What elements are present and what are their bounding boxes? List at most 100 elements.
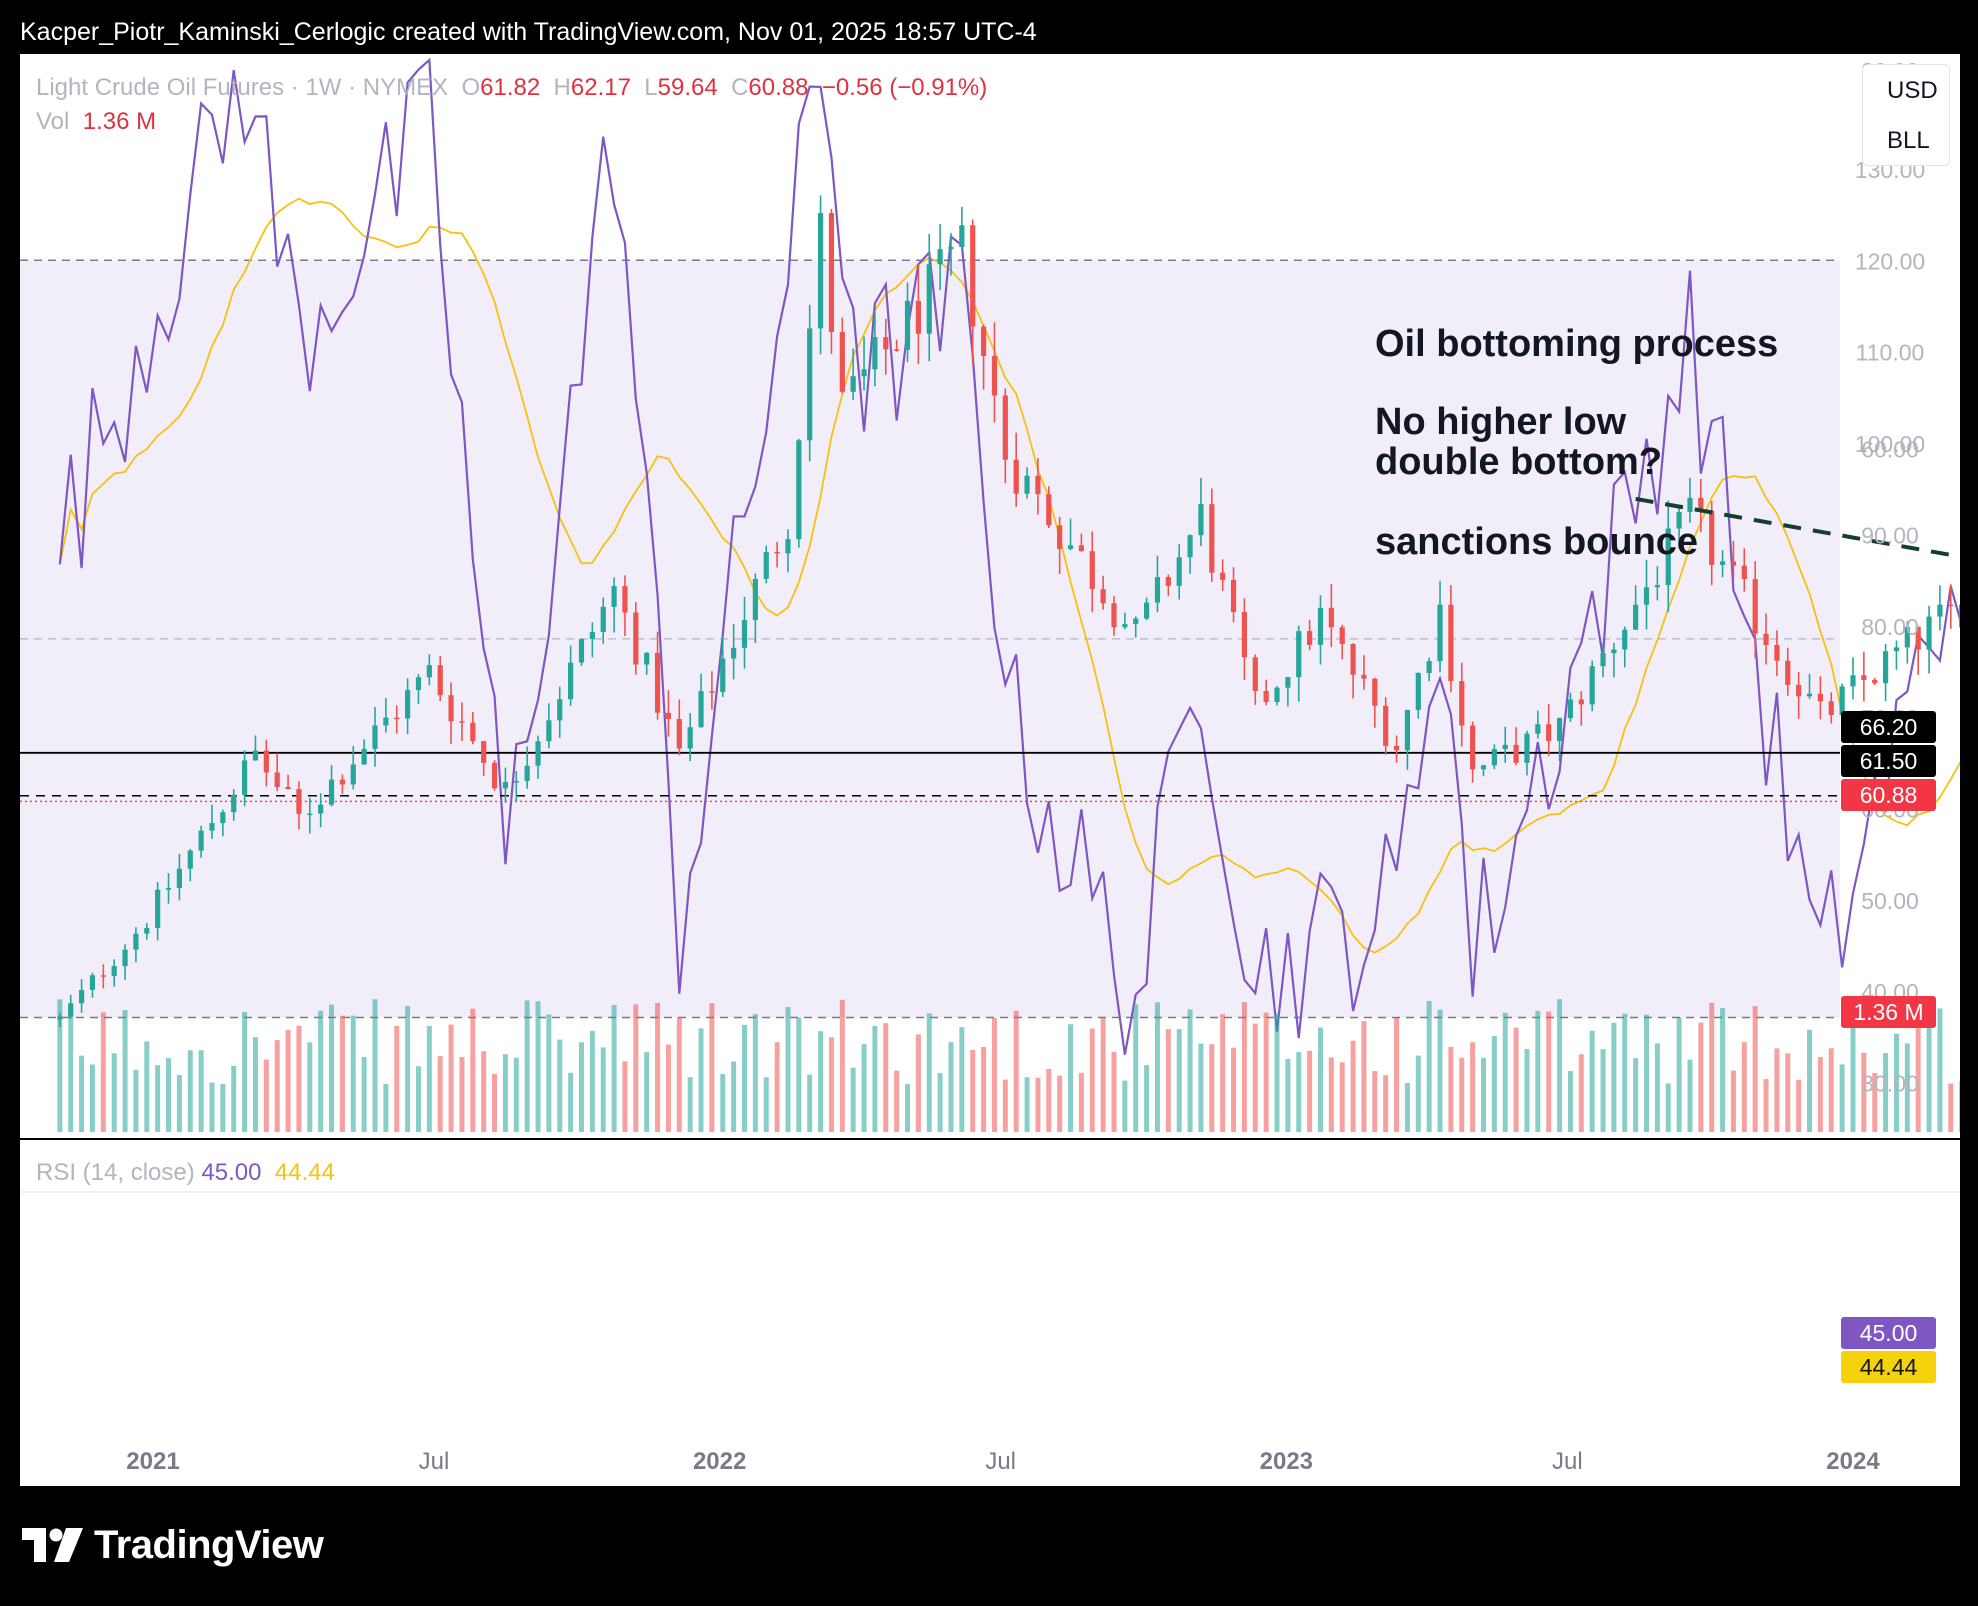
candle-body: [1285, 677, 1291, 688]
volume-bar: [600, 1047, 606, 1132]
candle-body: [1828, 701, 1834, 716]
volume-bar: [1915, 1023, 1921, 1132]
volume-bar: [1687, 1059, 1693, 1132]
candle-body: [904, 300, 911, 350]
price-axis-label: 120.00: [1855, 248, 1925, 274]
volume-bar: [557, 1039, 563, 1132]
change-value: −0.56 (−0.91%): [821, 74, 988, 101]
candle-body: [1144, 602, 1150, 619]
volume-bar: [502, 1054, 508, 1132]
volume-bar: [1144, 1065, 1150, 1132]
volume-bar: [1567, 1071, 1573, 1132]
candle-body: [850, 376, 856, 392]
rsi-axis-label: 60.00: [1861, 437, 1919, 463]
candle-body: [1480, 765, 1487, 770]
annotation-sanctions: sanctions bounce: [1375, 521, 1699, 563]
candle-body: [817, 213, 824, 329]
volume-bar: [405, 1005, 411, 1132]
candle-body: [263, 750, 269, 773]
unit-label[interactable]: BLL: [1887, 127, 1930, 154]
candle-body: [1567, 699, 1574, 719]
candle-body: [1415, 672, 1421, 710]
volume-bar: [1709, 1002, 1715, 1132]
candle-body: [1948, 604, 1954, 607]
candle-body: [1785, 660, 1791, 685]
volume-bar: [1111, 1051, 1117, 1132]
volume-bar: [1002, 1079, 1008, 1132]
volume-bar: [1535, 1010, 1541, 1132]
volume-bar: [198, 1050, 204, 1132]
candle-body: [709, 691, 715, 693]
candle-body: [1404, 709, 1411, 751]
candle-body: [220, 812, 226, 824]
candle-body: [1187, 535, 1193, 558]
volume-bar: [1872, 1072, 1878, 1132]
volume-bar: [1937, 1008, 1943, 1132]
candle-body: [752, 578, 758, 621]
candle-body: [1111, 603, 1117, 628]
volume-bar: [1741, 1042, 1747, 1132]
volume-bar: [285, 1029, 291, 1132]
candle-body: [1709, 510, 1715, 565]
volume-bar: [578, 1042, 584, 1132]
candle-body: [1317, 607, 1324, 645]
volume-bar: [1959, 1081, 1960, 1132]
candle-body: [622, 586, 628, 613]
volume-bar: [350, 1015, 356, 1132]
rsi-ma-line: [58, 197, 1960, 954]
volume-bar: [655, 1002, 661, 1132]
candle-body: [1035, 475, 1041, 495]
candle-body: [1513, 744, 1519, 763]
volume-bar: [1828, 1048, 1834, 1132]
candle-body: [68, 1003, 74, 1017]
candle-body: [1393, 745, 1400, 751]
candle-body: [861, 369, 867, 377]
candle-body: [1926, 616, 1932, 650]
volume-bar: [133, 1069, 139, 1132]
candle-body: [1470, 725, 1476, 770]
chart-area[interactable]: 130.00120.00110.00100.0090.0080.0070.006…: [20, 54, 1960, 1486]
volume-bar: [1589, 1030, 1595, 1132]
currency-unit-selector[interactable]: USD BLL: [1862, 64, 1950, 166]
volume-bar: [1122, 1080, 1128, 1132]
volume-bar: [1491, 1036, 1497, 1132]
candle-body: [1752, 579, 1758, 634]
price-chart[interactable]: 130.00120.00110.00100.0090.0080.0070.006…: [20, 54, 1960, 1486]
volume-bar: [1513, 1027, 1519, 1132]
volume-bar: [905, 1084, 911, 1132]
volume-bar: [1426, 1000, 1432, 1132]
candle-body: [568, 662, 574, 700]
candle-body: [1959, 604, 1960, 628]
candle-body: [1263, 690, 1269, 703]
volume-bar: [470, 1008, 476, 1132]
volume-bar: [459, 1057, 465, 1132]
volume-bar: [1317, 1027, 1323, 1132]
rsi-legend: RSI (14, close) 45.00 44.44: [36, 1159, 335, 1187]
volume-bar: [709, 1003, 715, 1132]
volume-bar: [1546, 1011, 1552, 1132]
volume-tag: 1.36 M: [1841, 996, 1936, 1028]
last-price-tag: 60.88: [1841, 779, 1936, 811]
tradingview-branding[interactable]: TradingView: [22, 1520, 324, 1570]
candle-body: [959, 225, 965, 248]
volume-bar: [1720, 1008, 1726, 1132]
time-axis-label: 2021: [126, 1448, 179, 1475]
rsi-tag: 45.00: [1841, 1317, 1936, 1349]
rsi-line: [58, 57, 1960, 1055]
volume-bar: [1024, 1077, 1030, 1132]
volume-bar: [1231, 1047, 1237, 1132]
volume-bar: [1404, 1082, 1410, 1132]
volume-bar: [1926, 1012, 1932, 1132]
candle-body: [600, 606, 606, 633]
annotation-double-bottom: double bottom?: [1375, 441, 1663, 483]
candle-body: [241, 760, 248, 795]
volume-bar: [296, 1025, 302, 1132]
candles: [57, 195, 1960, 1028]
rsi-ma-value: 44.44: [274, 1159, 335, 1186]
volume-bar: [426, 1025, 432, 1132]
volume-bar: [1068, 1024, 1074, 1132]
currency-label[interactable]: USD: [1887, 77, 1938, 104]
high-label: H: [553, 74, 571, 101]
volume-legend: Vol 1.36 M: [36, 108, 156, 136]
volume-bar: [89, 1064, 95, 1132]
